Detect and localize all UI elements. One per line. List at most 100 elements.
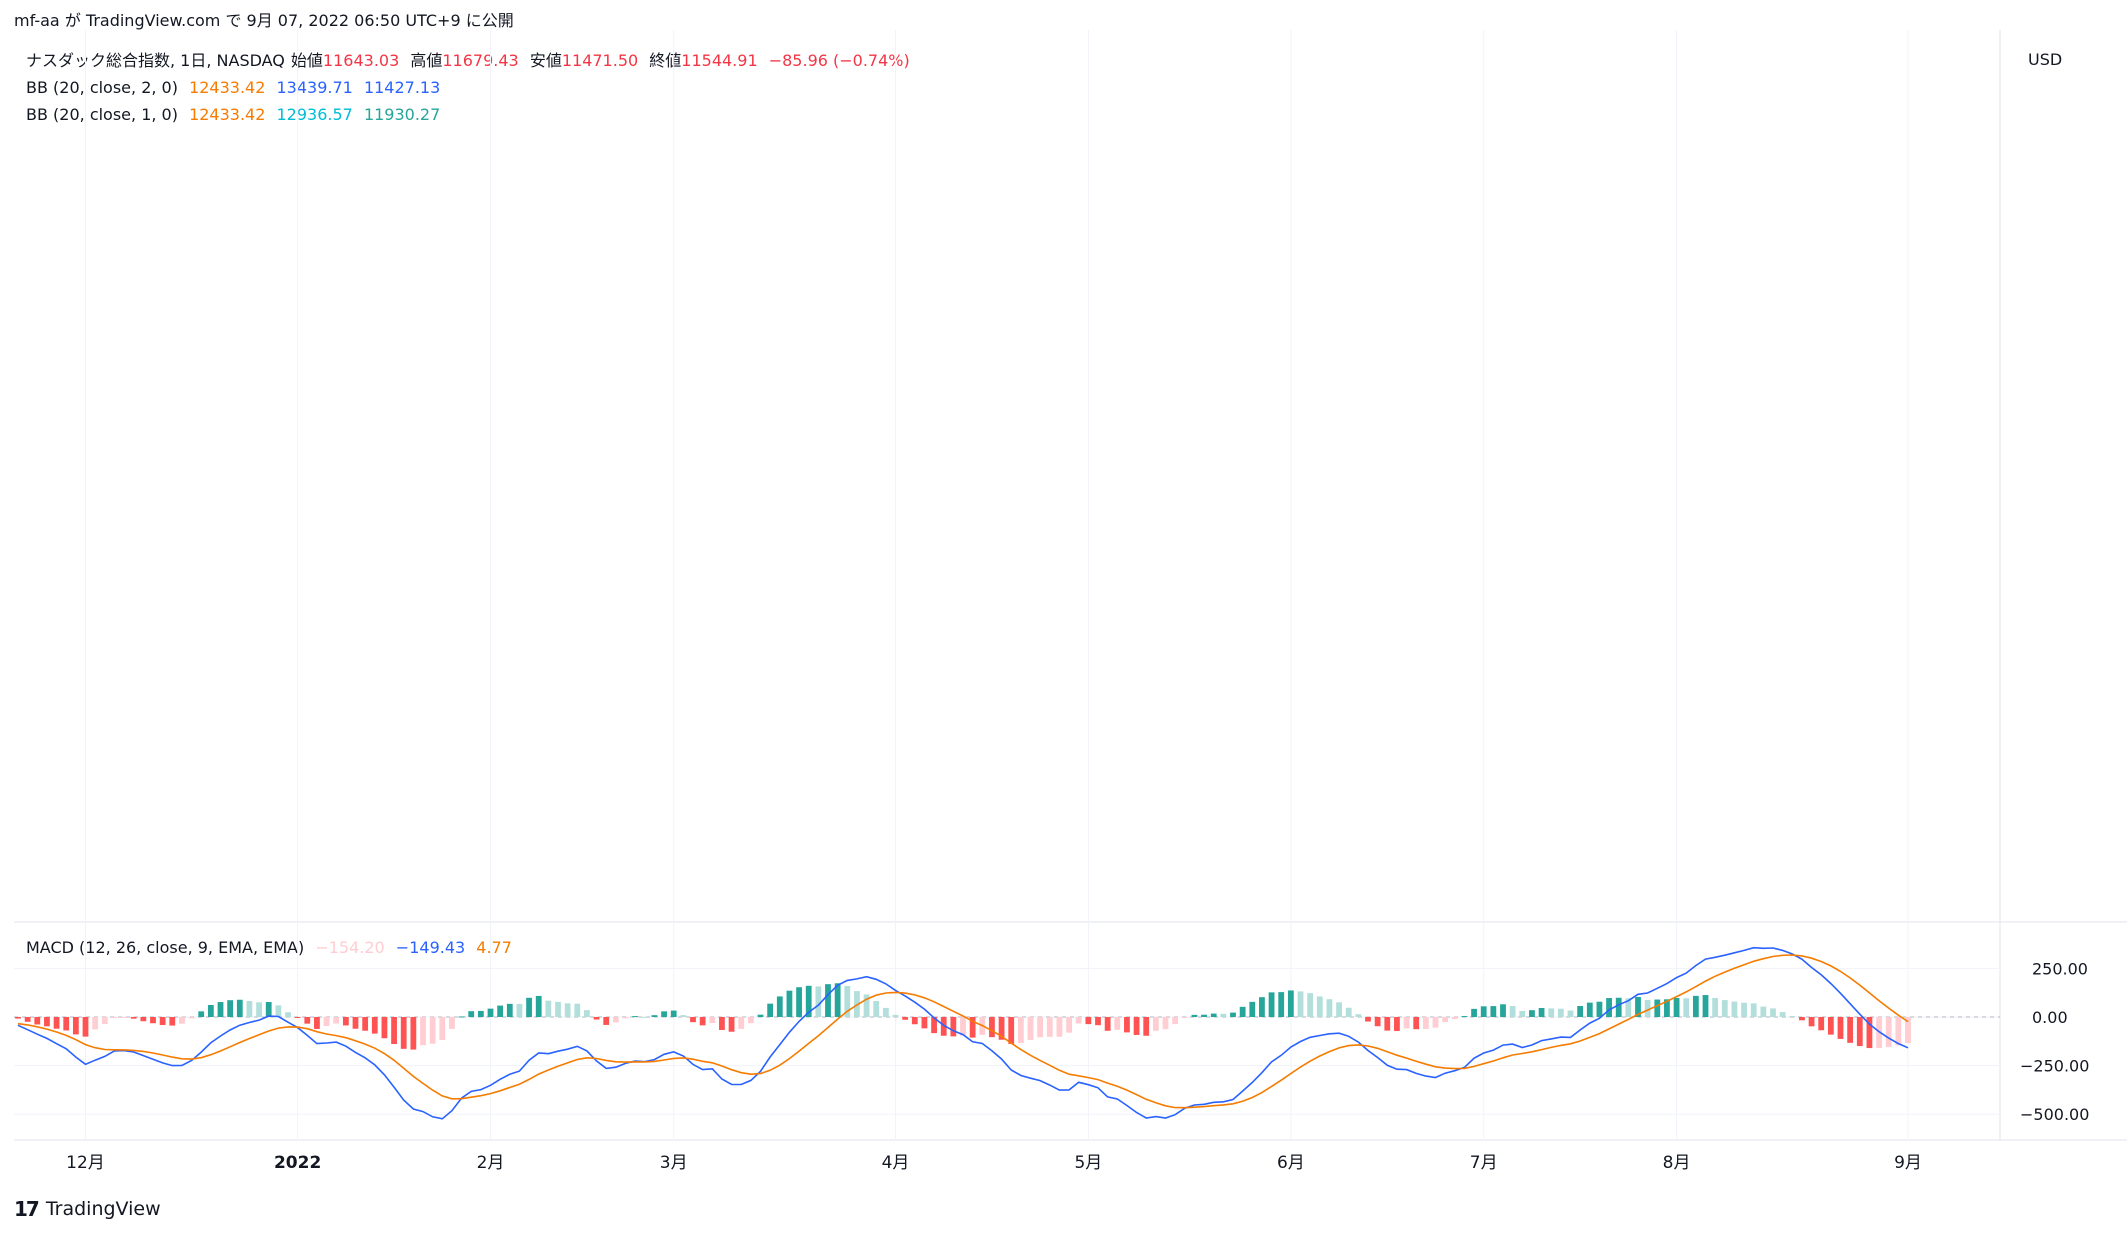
macd-histogram-bar <box>632 1016 639 1018</box>
time-tick-label: 9月 <box>1894 1153 1922 1173</box>
time-tick-label: 6月 <box>1277 1153 1305 1173</box>
bb2-lower-value: 11427.13 <box>363 78 441 97</box>
macd-histogram-bar <box>622 1017 629 1019</box>
macd-histogram-bar <box>593 1017 600 1020</box>
time-tick-label: 7月 <box>1470 1153 1498 1173</box>
bb1-label: BB (20, close, 1, 0) <box>26 105 178 124</box>
time-tick-label: 3月 <box>660 1153 688 1173</box>
macd-histogram-bar <box>1220 1013 1227 1017</box>
macd-histogram-bar <box>960 1017 966 1036</box>
macd-histogram-bar <box>352 1017 359 1029</box>
macd-histogram-bar <box>1673 997 1680 1017</box>
macd-histogram-bar <box>198 1011 205 1017</box>
macd-histogram-bar <box>661 1011 667 1017</box>
publish-line: mf-aa が TradingView.com で 9月 07, 2022 06… <box>14 11 514 30</box>
change-value: −85.96 (−0.74%) <box>768 51 910 70</box>
macd-histogram-bar <box>1548 1008 1555 1017</box>
macd-tick-label: 0.00 <box>2032 1008 2068 1027</box>
macd-histogram-bar <box>1847 1017 1854 1043</box>
macd-histogram-bar <box>757 1014 764 1017</box>
macd-histogram-bar <box>709 1017 716 1023</box>
macd-histogram-bar <box>882 1007 889 1017</box>
macd-histogram-bar <box>169 1017 176 1026</box>
macd-histogram-bar <box>873 1001 880 1017</box>
macd-histogram-bar <box>834 983 841 1017</box>
macd-histogram-bar <box>111 1017 118 1019</box>
high-label: 高値 <box>410 51 443 70</box>
macd-histogram-bar <box>1374 1017 1381 1027</box>
macd-histogram-bar <box>1519 1010 1526 1017</box>
macd-histogram-bar <box>1085 1017 1092 1025</box>
macd-histogram-bar <box>1500 1004 1506 1017</box>
macd-histogram-bar <box>1201 1014 1207 1017</box>
macd-histogram-bar <box>246 1001 253 1017</box>
macd-histogram-bar <box>468 1011 475 1017</box>
macd-histogram-bar <box>497 1005 504 1017</box>
macd-histogram-bar <box>1008 1017 1015 1044</box>
macd-histogram-bar <box>1124 1017 1130 1033</box>
macd-tick-label: 250.00 <box>2032 959 2088 978</box>
low-value: 11471.50 <box>561 51 639 70</box>
macd-histogram-bar <box>1529 1010 1535 1017</box>
macd-histogram-bar <box>179 1017 185 1024</box>
macd-histogram-bar <box>989 1017 995 1038</box>
macd-histogram-bar <box>1808 1017 1815 1027</box>
macd-histogram-bar <box>140 1017 147 1022</box>
macd-histogram-bar <box>641 1016 648 1018</box>
macd-histogram-bar <box>815 986 822 1017</box>
macd-histogram-bar <box>535 995 542 1017</box>
macd-histogram-bar <box>1422 1017 1429 1029</box>
macd-histogram-bar <box>362 1017 369 1031</box>
macd-histogram-bar <box>699 1017 706 1026</box>
macd-histogram-bar <box>892 1014 899 1017</box>
macd-histogram-bar <box>1162 1017 1169 1030</box>
macd-signal-line <box>17 954 1909 1109</box>
symbol-label[interactable]: ナスダック総合指数, 1日, NASDAQ <box>26 51 285 70</box>
macd-histogram-bar <box>150 1017 156 1024</box>
time-tick-label: 2022 <box>274 1153 321 1173</box>
macd-histogram-bar <box>429 1017 436 1044</box>
macd-hist-value: −154.20 <box>315 938 385 957</box>
macd-histogram-bar <box>506 1003 513 1017</box>
macd-histogram-bar <box>304 1017 311 1024</box>
macd-histogram-bar <box>130 1017 137 1019</box>
macd-histogram-bar <box>1664 999 1670 1017</box>
macd-histogram-bar <box>410 1017 417 1050</box>
macd-histogram-bar <box>863 994 870 1017</box>
macd-signal-value: 4.77 <box>476 938 512 957</box>
macd-histogram-bar <box>796 987 802 1017</box>
macd-histogram-bar <box>101 1017 108 1024</box>
macd-histogram-bar <box>1249 1001 1256 1017</box>
macd-histogram-bar <box>1133 1017 1140 1035</box>
macd-histogram-bar <box>1451 1017 1458 1020</box>
macd-histogram-bar <box>314 1017 320 1029</box>
currency-label: USD <box>2028 50 2063 69</box>
ohlc-legend: ナスダック総合指数, 1日, NASDAQ 始値11643.03 高値11679.… <box>26 50 916 72</box>
bb1-legend[interactable]: BB (20, close, 1, 0) 12433.42 12936.57 1… <box>26 104 446 126</box>
bb2-legend[interactable]: BB (20, close, 2, 0) 12433.42 13439.71 1… <box>26 77 446 99</box>
macd-histogram-bar <box>391 1017 397 1045</box>
macd-histogram-bar <box>1075 1017 1082 1024</box>
macd-histogram-bar <box>921 1017 928 1029</box>
macd-histogram-bar <box>931 1017 937 1034</box>
macd-histogram-bar <box>564 1003 571 1017</box>
macd-histogram-bar <box>1635 996 1641 1017</box>
macd-histogram-bar <box>227 1000 234 1017</box>
macd-legend[interactable]: MACD (12, 26, close, 9, EMA, EMA) −154.2… <box>26 937 518 959</box>
macd-histogram-bar <box>1538 1008 1545 1017</box>
macd-histogram-bar <box>1461 1016 1468 1018</box>
macd-histogram-bar <box>998 1017 1005 1040</box>
macd-histogram-bar <box>1615 997 1622 1017</box>
macd-histogram-bar <box>1114 1017 1121 1030</box>
macd-histogram-bar <box>1432 1017 1439 1028</box>
macd-histogram-bar <box>1596 1001 1603 1017</box>
macd-tick-label: −250.00 <box>2020 1057 2089 1076</box>
macd-histogram-bar <box>1210 1013 1217 1017</box>
macd-histogram-bar <box>1895 1017 1902 1046</box>
macd-histogram-bar <box>449 1017 455 1029</box>
macd-histogram-bar <box>1567 1010 1574 1017</box>
macd-histogram-bar <box>1905 1017 1911 1044</box>
tradingview-logo[interactable]: 17 TradingView <box>14 1197 161 1221</box>
